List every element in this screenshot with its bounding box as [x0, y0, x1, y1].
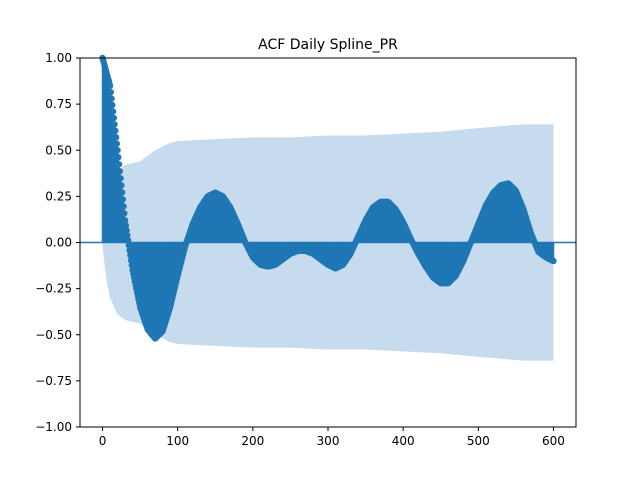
- x-tick-label: 0: [99, 434, 107, 448]
- x-tick-label: 600: [542, 434, 565, 448]
- x-tick-label: 200: [241, 434, 264, 448]
- acf-point: [121, 210, 128, 217]
- acf-point: [123, 227, 130, 234]
- y-tick-label: −1.00: [35, 420, 72, 434]
- y-tick-label: 0.75: [45, 97, 72, 111]
- x-axis: 0 100 200 300 400 500 600: [99, 427, 565, 448]
- acf-point: [112, 134, 120, 141]
- y-axis: −1.00 −0.75 −0.50 −0.25 0.00 0.25 0.50 0.75 1.00: [35, 51, 80, 434]
- acf-point: [108, 95, 115, 102]
- acf-point: [116, 168, 124, 175]
- acf-point: [109, 101, 116, 109]
- acf-point: [109, 108, 117, 115]
- x-tick-label: 400: [392, 434, 415, 448]
- y-tick-label: −0.25: [35, 282, 72, 296]
- acf-point: [117, 175, 124, 182]
- acf-point: [115, 161, 123, 168]
- acf-point: [127, 252, 134, 259]
- y-tick-label: −0.50: [35, 328, 72, 342]
- y-tick-label: 0.25: [45, 189, 72, 203]
- acf-point: [127, 257, 135, 264]
- acf-point: [118, 189, 126, 196]
- acf-point: [125, 242, 133, 249]
- y-tick-label: 1.00: [45, 51, 72, 65]
- x-tick-label: 300: [317, 434, 340, 448]
- acf-point: [110, 114, 118, 122]
- acf-point: [124, 237, 132, 244]
- acf-point: [126, 247, 133, 254]
- acf-point: [550, 257, 557, 265]
- acf-point: [118, 182, 125, 189]
- acf-point: [119, 196, 127, 203]
- acf-point: [112, 127, 119, 135]
- acf-point: [114, 147, 121, 154]
- acf-point: [107, 88, 115, 96]
- acf-point: [111, 121, 118, 128]
- acf-point: [120, 203, 127, 210]
- acf-point: [121, 217, 129, 224]
- acf-point: [122, 222, 130, 229]
- y-tick-label: 0.00: [45, 236, 72, 250]
- x-tick-label: 500: [467, 434, 490, 448]
- acf-point: [113, 140, 121, 147]
- acf-point: [106, 82, 114, 89]
- chart-title: ACF Daily Spline_PR: [258, 37, 398, 53]
- y-tick-label: −0.75: [35, 374, 72, 388]
- x-tick-label: 100: [166, 434, 189, 448]
- acf-marker-layer: [99, 54, 557, 342]
- acf-point: [115, 154, 122, 161]
- y-tick-label: 0.50: [45, 143, 72, 157]
- acf-point: [124, 232, 131, 239]
- acf-point: [128, 261, 136, 269]
